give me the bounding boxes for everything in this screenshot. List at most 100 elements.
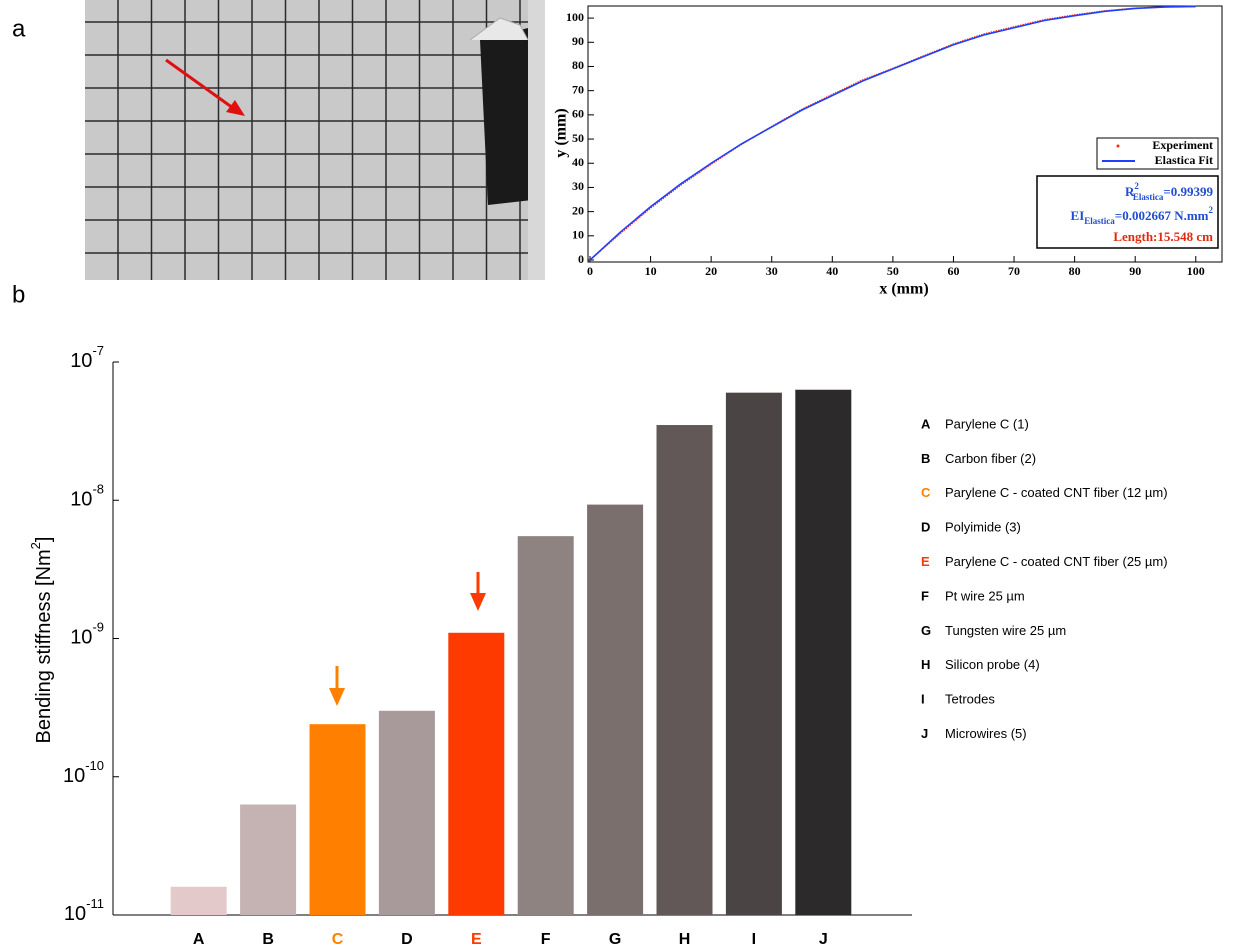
legend-key: F [921,588,929,603]
x-tick-label: I [752,931,756,948]
x-tick-label: 90 [1129,264,1141,278]
y-tick-label: 100 [566,10,584,24]
x-tick-label: 70 [1008,264,1020,278]
annotation: EIElastica=0.002667 N.mm2 [1071,205,1214,226]
x-tick-label: 60 [947,264,959,278]
legend-label: Parylene C (1) [945,416,1029,431]
y-tick-exponent: -11 [86,896,104,911]
y-tick-base: 10 [64,903,86,925]
legend-key: G [921,623,931,638]
bar [448,632,505,915]
x-tick-label: F [541,931,551,948]
legend-label: Pt wire 25 µm [945,588,1025,603]
y-tick-label: 10 [572,228,584,242]
legend-key: D [921,520,930,535]
y-tick-label: 10-11 [64,896,104,925]
y-tick-exponent: -8 [92,482,104,497]
legend-label: Parylene C - coated CNT fiber (25 µm) [945,554,1168,569]
legend-key: B [921,451,930,466]
bar [587,504,644,915]
x-tick-label: 20 [705,264,717,278]
bar [378,710,435,915]
y-tick-label: 0 [578,252,584,266]
y-axis-label: Bending stiffness [Nm2] [28,537,55,744]
legend-box [1096,137,1219,170]
y-tick-base: 10 [70,350,92,372]
x-tick-label: G [609,931,621,948]
legend-label: Silicon probe (4) [945,657,1040,672]
y-tick-base: 10 [70,627,92,649]
y-tick-base: 10 [63,765,85,787]
legend-label: Elastica Fit [1155,153,1213,167]
bar [309,724,366,915]
x-tick-label: J [819,931,828,948]
y-tick-base: 10 [70,489,92,511]
y-tick-label: 50 [572,131,584,145]
annotation-part: Elastica [1133,192,1164,202]
bar [240,804,297,915]
y-axis-label-part: 2 [28,542,43,549]
legend-key: A [921,416,931,431]
x-tick-label: D [401,931,413,948]
line-chart: x (mm) y (mm) Experiment Elastica Fit R2… [553,108,1219,298]
y-tick-label: 80 [572,58,584,72]
x-tick-label: E [471,931,482,948]
x-tick-label: B [262,931,274,948]
plot-frame [587,5,1223,263]
fit-line [589,5,1196,261]
legend: Experiment Elastica Fit [1096,137,1219,170]
y-tick-label: 10-7 [70,343,104,372]
x-tick-label: 30 [766,264,778,278]
legend-label: Tetrodes [945,692,995,707]
legend-key: E [921,554,930,569]
x-tick-label: 10 [645,264,657,278]
annotation: R2 Elastica=0.99399 [1125,181,1214,202]
annotation-part: EI [1071,208,1085,223]
x-tick-label: 100 [1187,264,1205,278]
x-tick-label: 80 [1069,264,1081,278]
y-axis-label: y (mm) [553,108,570,157]
annotation-box [1036,175,1219,249]
x-tick-label: H [679,931,691,948]
legend-label: Experiment [1152,138,1213,152]
legend-key: H [921,657,930,672]
legend-label: Carbon fiber (2) [945,451,1036,466]
legend-label: Parylene C - coated CNT fiber (12 µm) [945,485,1168,500]
x-axis-label: x (mm) [879,281,928,298]
y-tick-exponent: -10 [85,758,104,773]
bar [656,425,713,915]
annotation-part: =0.99399 [1163,184,1213,199]
annotation-part: =0.002667 N.mm [1115,208,1209,223]
y-tick-label: 20 [572,203,584,217]
annotation-part: R [1125,184,1135,199]
x-tick-label: C [332,931,344,948]
annotation-part: 2 [1134,181,1139,191]
y-tick-label: 30 [572,179,584,193]
x-tick-label: 0 [587,264,593,278]
bar [517,536,574,915]
y-tick-label: 10-10 [63,758,104,787]
x-tick-label: A [193,931,205,948]
legend-label: Polyimide (3) [945,520,1021,535]
y-tick-label: 10-9 [70,620,104,649]
y-tick-exponent: -9 [92,620,104,635]
panel-label: b [12,281,25,308]
legend-key: C [921,485,931,500]
y-axis-label-part: Bending stiffness [Nm [33,549,55,743]
y-axis-label-part: ] [33,537,55,543]
bar-chart: Bending stiffness [Nm2] [28,537,486,744]
legend-label: Tungsten wire 25 µm [945,623,1066,638]
x-tick-label: 50 [887,264,899,278]
y-tick-label: 60 [572,107,584,121]
legend-label: Microwires (5) [945,726,1027,741]
panel-label: a [12,15,26,42]
x-tick-label: 40 [826,264,838,278]
legend-key: J [921,726,928,741]
bar [725,392,782,915]
annotation-part: Elastica [1084,216,1115,226]
bar [170,886,227,915]
y-tick-label: 70 [572,82,584,96]
photo [85,0,545,280]
y-tick-label: 10-8 [70,482,104,511]
